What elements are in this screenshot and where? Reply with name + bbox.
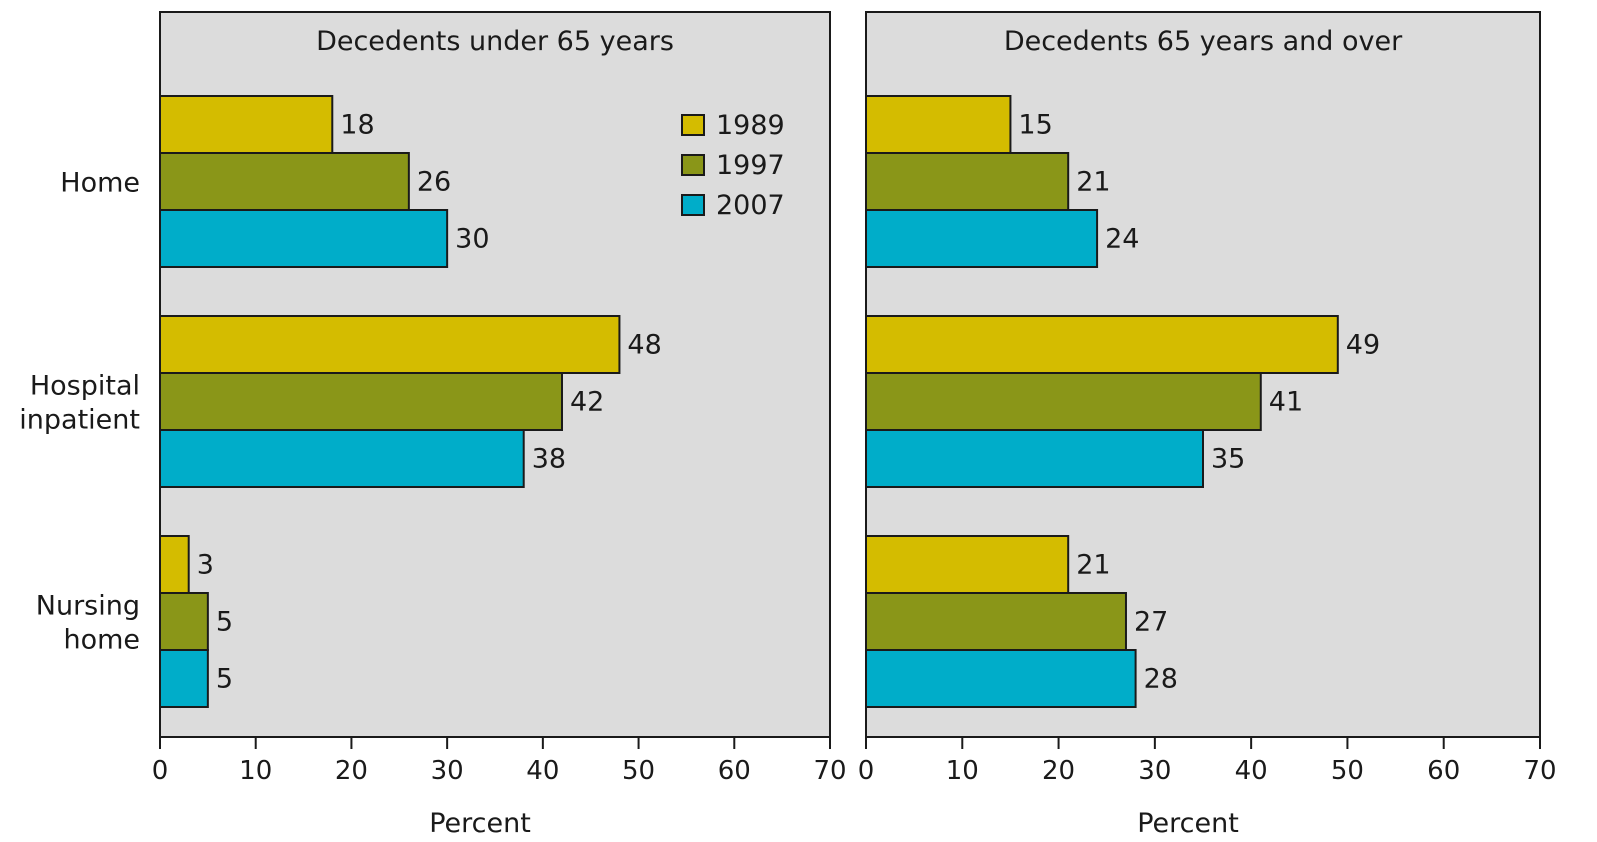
legend-label-1989: 1989 <box>716 110 785 141</box>
x-tick-label-p0-3: 30 <box>431 756 464 786</box>
data-label-p0-s2-c0: 30 <box>455 224 489 255</box>
bar-p0-s0-c2 <box>159 535 190 594</box>
bar-p1-s1-c1 <box>865 372 1262 431</box>
data-label-p1-s1-c2: 27 <box>1134 607 1168 638</box>
x-tick-label-p1-2: 20 <box>1042 756 1075 786</box>
data-label-p1-s2-c1: 35 <box>1211 444 1245 475</box>
data-label-p0-s1-c2: 5 <box>216 607 233 638</box>
bar-p0-s0-c0 <box>159 95 334 154</box>
x-tick-label-p1-6: 60 <box>1427 756 1460 786</box>
data-label-p1-s0-c0: 15 <box>1018 110 1052 141</box>
bar-p0-s0-c1 <box>159 315 621 374</box>
legend-label-1997: 1997 <box>716 150 785 181</box>
data-label-p1-s0-c2: 21 <box>1076 550 1110 581</box>
x-axis-label-1: Percent <box>1137 808 1239 838</box>
legend-swatch-1989 <box>681 114 705 136</box>
category-label-1-0: Hospital <box>30 371 140 402</box>
legend-label-2007: 2007 <box>716 190 785 221</box>
x-tick-label-p0-4: 40 <box>526 756 559 786</box>
x-tick-label-p1-1: 10 <box>946 756 979 786</box>
category-label-2-0: Nursing <box>36 591 140 622</box>
x-tick-label-p0-7: 70 <box>813 756 846 786</box>
bar-p1-s0-c0 <box>865 95 1012 154</box>
data-label-p1-s1-c0: 21 <box>1076 167 1110 198</box>
bar-p0-s2-c1 <box>159 429 525 488</box>
data-label-p0-s0-c0: 18 <box>340 110 374 141</box>
category-label-1-1: inpatient <box>19 405 140 436</box>
x-tick-label-p0-1: 10 <box>239 756 272 786</box>
bar-p0-s1-c2 <box>159 592 209 651</box>
bar-p0-s2-c2 <box>159 649 209 708</box>
x-tick-label-p1-7: 70 <box>1523 756 1556 786</box>
x-tick-label-p0-2: 20 <box>335 756 368 786</box>
panel-title-1: Decedents 65 years and over <box>1004 26 1403 57</box>
data-label-p1-s1-c1: 41 <box>1269 387 1303 418</box>
bar-p1-s2-c1 <box>865 429 1204 488</box>
data-label-p0-s2-c2: 5 <box>216 664 233 695</box>
data-label-p1-s0-c1: 49 <box>1346 330 1380 361</box>
data-label-p1-s2-c2: 28 <box>1144 664 1178 695</box>
x-tick-label-p1-4: 40 <box>1235 756 1268 786</box>
bar-p0-s1-c0 <box>159 152 410 211</box>
x-tick-label-p0-5: 50 <box>622 756 655 786</box>
bar-p1-s2-c0 <box>865 209 1099 268</box>
x-axis-label-0: Percent <box>429 808 531 838</box>
data-label-p0-s0-c1: 48 <box>627 330 661 361</box>
data-label-p1-s2-c0: 24 <box>1105 224 1139 255</box>
category-label-2-1: home <box>63 625 140 656</box>
panel-title-0: Decedents under 65 years <box>316 26 674 57</box>
bar-p0-s1-c1 <box>159 372 563 431</box>
category-label-0-0: Home <box>60 168 140 199</box>
data-label-p0-s0-c2: 3 <box>197 550 214 581</box>
x-tick-label-p0-6: 60 <box>718 756 751 786</box>
data-label-p0-s2-c1: 38 <box>532 444 566 475</box>
data-label-p0-s1-c1: 42 <box>570 387 604 418</box>
x-tick-label-p1-0: 0 <box>858 756 875 786</box>
bar-p1-s2-c2 <box>865 649 1137 708</box>
data-label-p0-s1-c0: 26 <box>417 167 451 198</box>
x-tick-label-p0-0: 0 <box>152 756 169 786</box>
bar-p1-s1-c0 <box>865 152 1070 211</box>
bar-p1-s0-c2 <box>865 535 1070 594</box>
x-tick-label-p1-3: 30 <box>1138 756 1171 786</box>
bar-p0-s2-c0 <box>159 209 449 268</box>
x-tick-label-p1-5: 50 <box>1331 756 1364 786</box>
bar-p1-s1-c2 <box>865 592 1127 651</box>
legend-swatch-1997 <box>681 154 705 176</box>
bar-p1-s0-c1 <box>865 315 1339 374</box>
legend-swatch-2007 <box>681 194 705 216</box>
